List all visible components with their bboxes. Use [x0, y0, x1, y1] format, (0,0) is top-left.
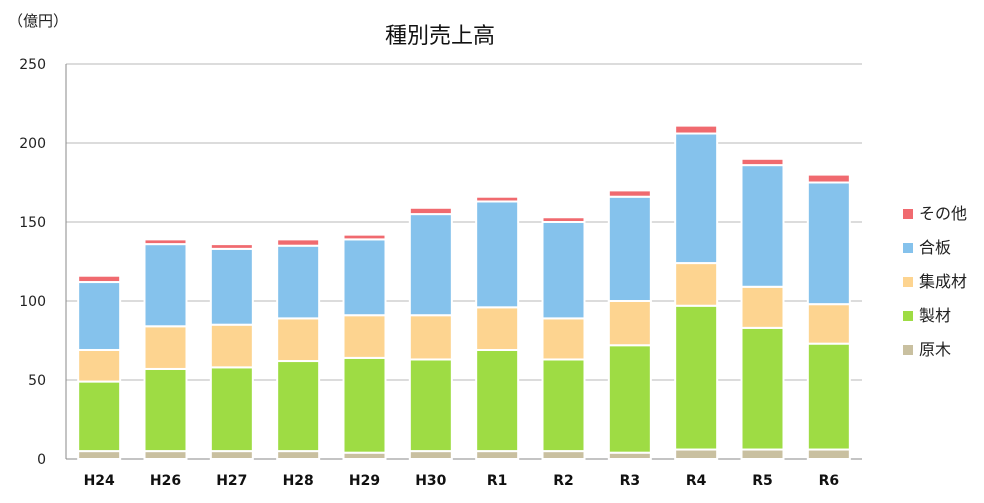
- bar-segment: [276, 244, 321, 320]
- legend-label: 合板: [919, 238, 951, 257]
- bar-segment: [276, 238, 321, 247]
- bar-segment: [143, 450, 188, 461]
- bar-segment: [342, 314, 387, 359]
- bar-segment: [77, 450, 122, 461]
- bar-segment: [408, 206, 453, 216]
- bar-segment: [740, 326, 785, 451]
- y-tick-label: 0: [37, 452, 46, 468]
- legend-label: 原木: [919, 340, 951, 359]
- chart-title: 種別売上高: [384, 24, 495, 49]
- bar-segment: [475, 195, 520, 203]
- bar-segment: [740, 157, 785, 167]
- y-tick-label: 100: [19, 294, 46, 310]
- x-tick-label: H29: [349, 473, 380, 489]
- bar-segment: [408, 450, 453, 461]
- x-tick-label: H26: [150, 473, 181, 489]
- bar-segment: [276, 317, 321, 363]
- bar-segment: [342, 356, 387, 454]
- x-tick-label: R1: [487, 473, 508, 489]
- legend-swatch: [903, 209, 913, 219]
- bar-segment: [143, 367, 188, 453]
- bar-segment: [674, 304, 719, 451]
- bar-segment: [607, 189, 652, 198]
- bar-segment: [740, 448, 785, 460]
- y-tick-label: 250: [19, 57, 46, 73]
- bar-segment: [806, 173, 851, 184]
- bar-segment: [541, 450, 586, 461]
- legend-swatch: [903, 345, 913, 355]
- bar-segment: [209, 450, 254, 461]
- bar-segment: [674, 448, 719, 460]
- bar-segment: [806, 342, 851, 451]
- bar-segment: [475, 348, 520, 453]
- bar-segment: [607, 300, 652, 347]
- legend-swatch: [903, 243, 913, 253]
- bar-segment: [475, 306, 520, 351]
- legend-label: 集成材: [919, 272, 967, 291]
- y-tick-label: 150: [19, 215, 46, 231]
- x-tick-label: H28: [283, 473, 314, 489]
- bar-segment: [607, 195, 652, 302]
- x-tick-label: H30: [415, 473, 446, 489]
- x-tick-label: R4: [686, 473, 707, 489]
- bar-segment: [674, 262, 719, 307]
- y-tick-label: 50: [28, 373, 46, 389]
- bar-segment: [408, 358, 453, 453]
- bar-segment: [806, 303, 851, 345]
- bar-segment: [143, 238, 188, 246]
- x-tick-label: R6: [819, 473, 840, 489]
- legend-swatch: [903, 277, 913, 287]
- x-tick-label: H24: [84, 473, 115, 489]
- bar-segment: [408, 213, 453, 317]
- legend-label: その他: [919, 204, 967, 223]
- x-tick-label: R3: [620, 473, 641, 489]
- bar-segment: [475, 450, 520, 461]
- bar-segment: [541, 221, 586, 320]
- legend-swatch: [903, 311, 913, 321]
- bar-segment: [143, 243, 188, 328]
- bar-segment: [541, 317, 586, 361]
- bar-segment: [77, 348, 122, 383]
- bar-segment: [475, 200, 520, 309]
- bar-segment: [276, 360, 321, 453]
- bar-segment: [209, 247, 254, 326]
- bar-segment: [77, 274, 122, 284]
- bar-segment: [342, 238, 387, 317]
- x-tick-label: R5: [752, 473, 773, 489]
- bar-segment: [740, 164, 785, 288]
- bar-segment: [674, 132, 719, 265]
- y-tick-label: 200: [19, 136, 46, 152]
- bar-segment: [209, 366, 254, 453]
- x-tick-label: H27: [216, 473, 247, 489]
- bar-segment: [209, 323, 254, 369]
- bar-segment: [342, 233, 387, 241]
- bar-segment: [740, 285, 785, 329]
- bar-segment: [674, 124, 719, 135]
- bar-segment: [541, 216, 586, 223]
- bar-segment: [408, 314, 453, 361]
- bar-segment: [209, 243, 254, 250]
- bar-segment: [276, 450, 321, 461]
- bar-segment: [806, 181, 851, 306]
- bar-segment: [143, 325, 188, 370]
- bar-segment: [607, 344, 652, 454]
- bar-segment: [77, 380, 122, 453]
- x-tick-label: R2: [553, 473, 574, 489]
- legend-label: 製材: [919, 306, 951, 325]
- bar-segment: [541, 358, 586, 453]
- y-unit-label: （億円）: [8, 12, 69, 30]
- bar-segment: [77, 281, 122, 351]
- bar-segment: [806, 448, 851, 460]
